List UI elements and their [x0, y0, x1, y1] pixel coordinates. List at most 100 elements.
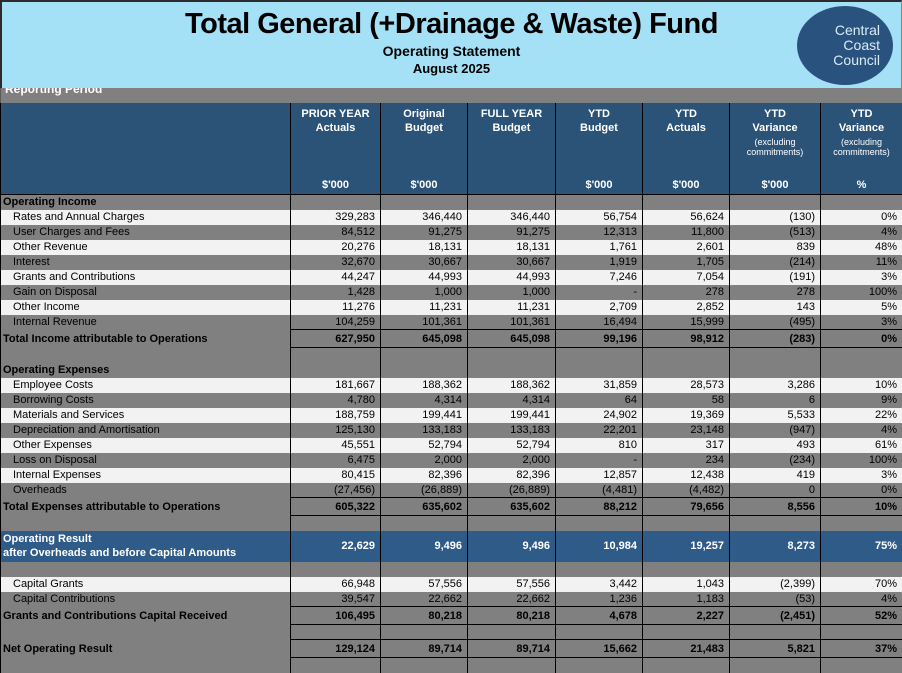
row-label: Internal Expenses	[1, 468, 291, 483]
value-cell: 82,396	[468, 468, 556, 483]
value-cell: 839	[730, 240, 821, 255]
value-cell: 0	[730, 483, 821, 498]
value-cell: 89,714	[381, 640, 468, 658]
value-cell: 188,759	[291, 408, 381, 423]
value-cell: 19,369	[643, 408, 730, 423]
value-cell: 199,441	[381, 408, 468, 423]
value-cell	[556, 516, 643, 531]
value-cell: 125,130	[291, 423, 381, 438]
value-cell: 2,000	[381, 453, 468, 468]
value-cell: 32,670	[291, 255, 381, 270]
value-cell: 2,000	[468, 453, 556, 468]
report-period: August 2025	[2, 61, 901, 76]
value-cell: 3%	[821, 270, 902, 285]
value-cell: 645,098	[468, 330, 556, 348]
value-cell: 129,124	[291, 640, 381, 658]
value-cell: 48%	[821, 240, 902, 255]
value-cell	[730, 516, 821, 531]
table-row-total-expenses-attributable-to-operations: Total Expenses attributable to Operation…	[1, 498, 902, 516]
value-cell	[291, 195, 381, 210]
value-cell	[556, 195, 643, 210]
value-cell	[381, 195, 468, 210]
value-cell: 11,231	[468, 300, 556, 315]
value-cell: 52,794	[468, 438, 556, 453]
value-cell: 44,993	[468, 270, 556, 285]
value-cell: 7,054	[643, 270, 730, 285]
council-logo: Central Coast Council	[797, 6, 893, 85]
value-cell: 234	[643, 453, 730, 468]
column-unit: $'000	[383, 179, 465, 191]
value-cell: -	[556, 285, 643, 300]
value-cell: 2,601	[643, 240, 730, 255]
value-cell: 4,314	[468, 393, 556, 408]
value-cell: 2,852	[643, 300, 730, 315]
value-cell: 79,656	[643, 498, 730, 516]
value-cell: 20,276	[291, 240, 381, 255]
value-cell: 5,821	[730, 640, 821, 658]
value-cell: 0%	[821, 483, 902, 498]
value-cell: 84,512	[291, 225, 381, 240]
value-cell	[556, 658, 643, 673]
value-cell	[468, 625, 556, 640]
value-cell	[730, 625, 821, 640]
value-cell: 10%	[821, 378, 902, 393]
value-cell: 0%	[821, 210, 902, 225]
value-cell: 346,440	[468, 210, 556, 225]
value-cell: 2,227	[643, 607, 730, 625]
row-label: Operating Expenses	[1, 363, 291, 378]
value-cell: 39,547	[291, 592, 381, 607]
value-cell: 329,283	[291, 210, 381, 225]
value-cell	[381, 562, 468, 577]
row-label: Overheads	[1, 483, 291, 498]
row-label: Rates and Annual Charges	[1, 210, 291, 225]
value-cell	[381, 516, 468, 531]
value-cell	[643, 195, 730, 210]
value-cell	[291, 516, 381, 531]
row-label: Grants and Contributions	[1, 270, 291, 285]
value-cell: 52%	[821, 607, 902, 625]
page-title: Total General (+Drainage & Waste) Fund	[2, 2, 901, 41]
value-cell	[643, 348, 730, 363]
value-cell: 23,148	[643, 423, 730, 438]
value-cell: (214)	[730, 255, 821, 270]
value-cell: 5,533	[730, 408, 821, 423]
row-label: Capital Grants	[1, 577, 291, 592]
logo-line: Central	[797, 23, 880, 38]
value-cell	[468, 348, 556, 363]
value-cell: 10%	[821, 498, 902, 516]
value-cell	[468, 658, 556, 673]
column-unit: $'000	[732, 179, 818, 191]
value-cell: 4%	[821, 423, 902, 438]
value-cell	[643, 363, 730, 378]
value-cell	[291, 363, 381, 378]
row-label: Capital Contributions	[1, 592, 291, 607]
value-cell: 9%	[821, 393, 902, 408]
row-label	[1, 348, 291, 363]
value-cell	[643, 658, 730, 673]
value-cell: 106,495	[291, 607, 381, 625]
value-cell: (947)	[730, 423, 821, 438]
value-cell: 61%	[821, 438, 902, 453]
value-cell: 101,361	[381, 315, 468, 330]
value-cell: 8,273	[730, 531, 821, 562]
value-cell	[821, 363, 902, 378]
value-cell	[291, 658, 381, 673]
value-cell	[468, 562, 556, 577]
value-cell: 6	[730, 393, 821, 408]
column-unit: $'000	[293, 179, 378, 191]
value-cell: 11,231	[381, 300, 468, 315]
